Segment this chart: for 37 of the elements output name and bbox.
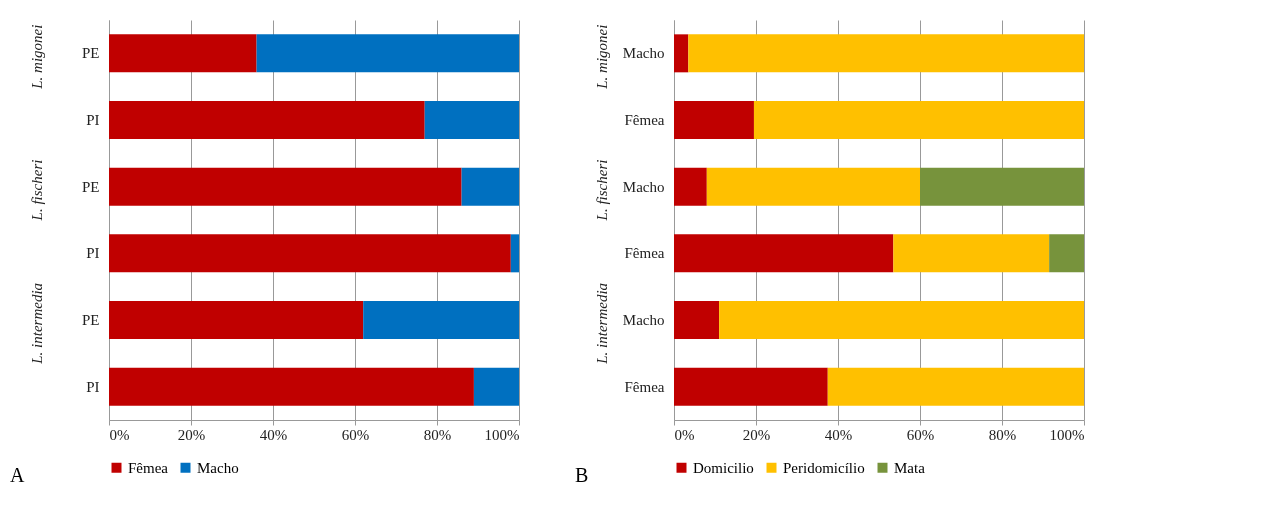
y-tick-label: PI — [86, 378, 100, 395]
y-tick-label: PE — [81, 45, 100, 62]
x-tick-label: 60% — [341, 426, 370, 443]
text: L. migonei — [594, 24, 610, 90]
x-tick-label: 60% — [906, 426, 935, 443]
y-tick-label: PI — [86, 112, 100, 128]
y-tick-label: PI — [86, 245, 100, 262]
text: L. intermedia — [29, 282, 45, 365]
x-tick-label: 0% — [109, 426, 130, 443]
y-tick-label: PE — [81, 312, 100, 328]
x-tick-label: 100% — [1049, 426, 1085, 443]
text: L. fischeri — [594, 159, 610, 222]
x-tick-label: 100% — [484, 426, 520, 443]
text: L. migonei — [29, 24, 45, 90]
legend-label: Fêmea — [128, 459, 169, 476]
text: A — [10, 464, 25, 486]
y-tick-label: Macho — [622, 178, 665, 195]
y-tick-label: Fêmea — [624, 378, 665, 395]
x-tick-label: 40% — [824, 426, 853, 443]
text: L. intermedia — [594, 282, 610, 365]
y-tick-label: PE — [81, 178, 100, 195]
x-tick-label: 0% — [674, 426, 695, 443]
legend-label: Mata — [894, 459, 926, 476]
x-tick-label: 40% — [259, 426, 288, 443]
x-tick-label: 20% — [177, 426, 206, 443]
legend-label: Macho — [197, 459, 239, 476]
y-tick-label: Macho — [622, 45, 665, 62]
x-tick-label: 80% — [988, 426, 1017, 443]
x-tick-label: 80% — [423, 426, 452, 443]
legend-label: Domicilio — [693, 459, 754, 476]
legend-label: Peridomicílio — [783, 459, 865, 476]
y-tick-label: Fêmea — [624, 245, 665, 262]
text: B — [575, 464, 589, 486]
y-tick-label: Macho — [622, 312, 665, 328]
y-tick-label: Fêmea — [624, 112, 665, 128]
text: L. fischeri — [29, 159, 45, 222]
x-tick-label: 20% — [742, 426, 771, 443]
